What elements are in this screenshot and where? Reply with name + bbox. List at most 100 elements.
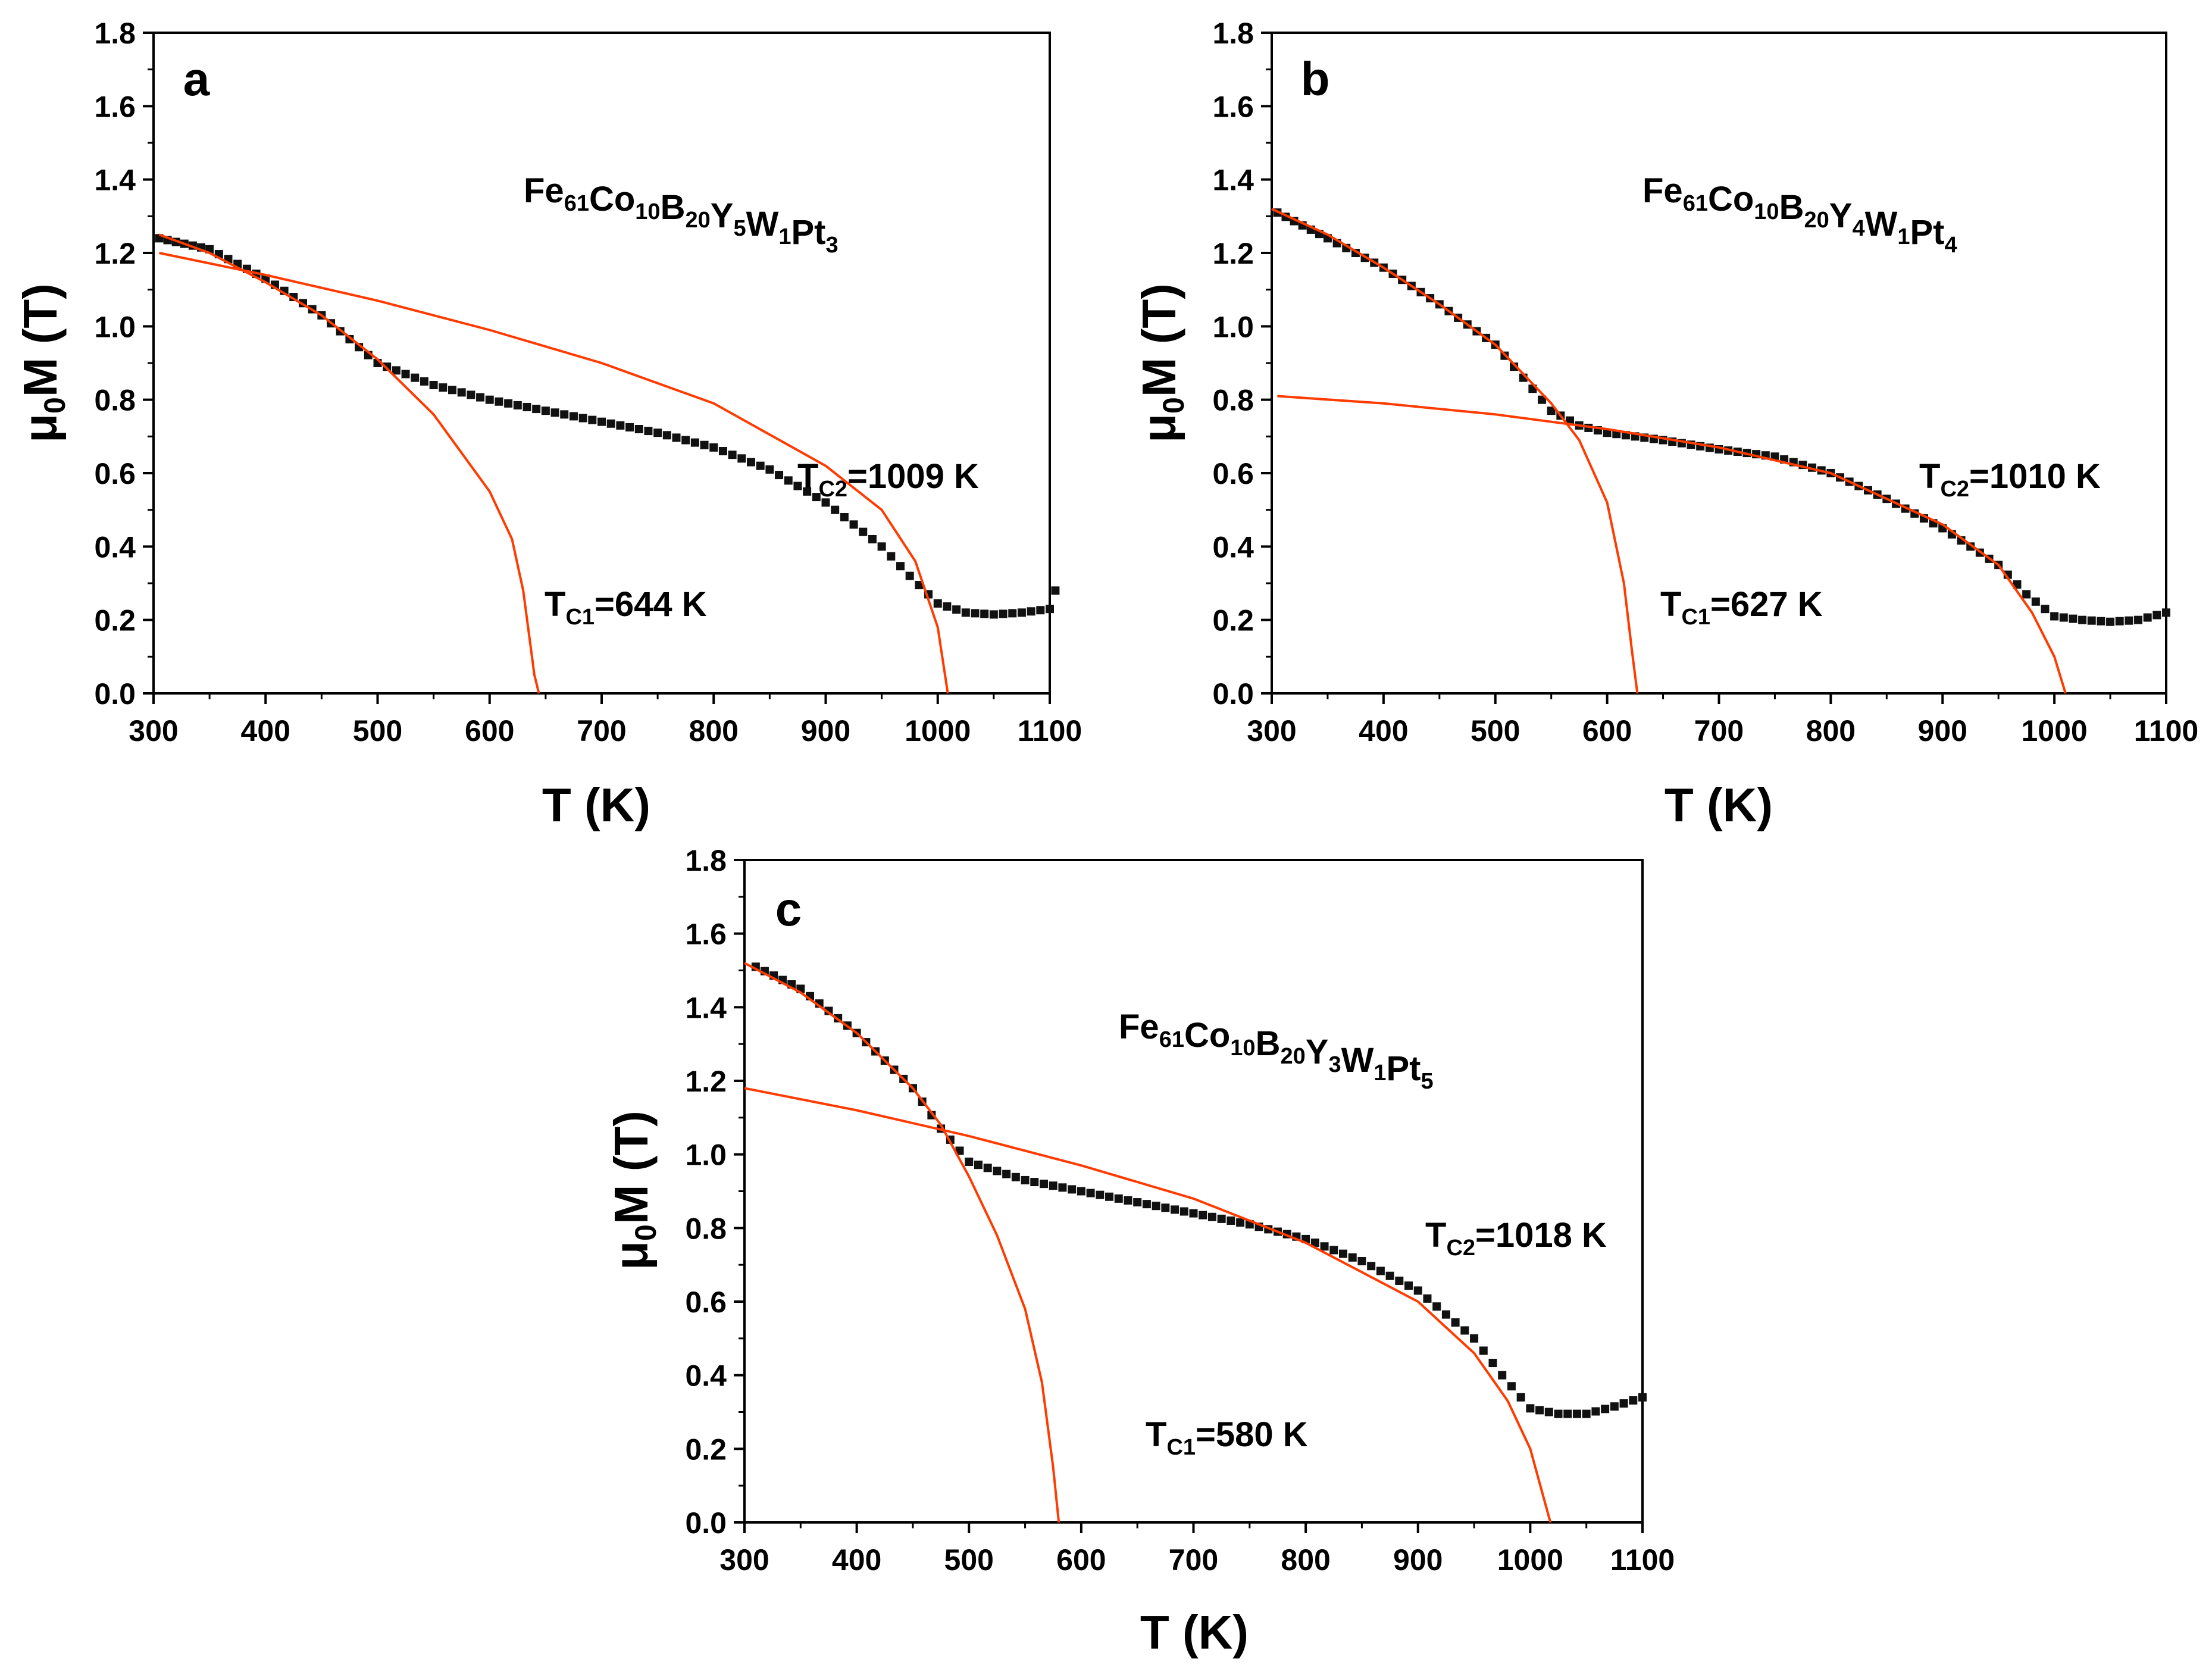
data-point xyxy=(840,513,849,521)
data-point xyxy=(905,571,914,580)
data-point xyxy=(709,443,718,452)
data-point xyxy=(1544,1408,1553,1416)
data-point xyxy=(1017,608,1026,617)
fit-tc1-curve xyxy=(1271,208,1639,694)
data-point xyxy=(383,362,392,371)
data-point xyxy=(392,366,401,375)
data-point xyxy=(476,393,485,402)
data-point xyxy=(420,377,428,386)
data-point xyxy=(1199,1211,1207,1219)
y-axis-label: μ0M (T) xyxy=(14,283,71,443)
composition-label: Fe61Co10B20Y4W1Pt4 xyxy=(1642,171,1957,258)
data-point xyxy=(2059,613,2068,622)
data-point xyxy=(1601,1405,1610,1414)
x-tick-label: 300 xyxy=(1247,714,1296,748)
data-point xyxy=(952,605,961,614)
data-point xyxy=(2115,617,2124,626)
data-point xyxy=(690,438,699,447)
y-tick-label: 1.4 xyxy=(685,991,727,1024)
data-point xyxy=(1535,1406,1544,1415)
data-point xyxy=(644,427,653,436)
data-point xyxy=(1086,1189,1095,1197)
data-point xyxy=(999,609,1008,618)
y-tick-label: 0.6 xyxy=(685,1286,727,1319)
data-point xyxy=(887,552,896,561)
data-point xyxy=(1161,1203,1170,1212)
y-tick-label: 0.0 xyxy=(1212,677,1254,711)
x-tick-label: 400 xyxy=(241,714,290,748)
y-tick-label: 0.4 xyxy=(685,1359,727,1393)
data-point xyxy=(569,412,578,421)
data-point xyxy=(961,608,970,617)
data-point xyxy=(1404,1281,1413,1290)
y-tick-label: 0.4 xyxy=(1212,530,1254,564)
data-point xyxy=(606,419,615,428)
fit-tc1-curve xyxy=(744,962,1060,1523)
data-point xyxy=(457,388,466,397)
data-point xyxy=(439,383,448,392)
data-point xyxy=(1096,1190,1105,1199)
data-point xyxy=(1310,1239,1319,1247)
data-point xyxy=(2087,616,2096,625)
data-point xyxy=(2134,615,2143,624)
data-point xyxy=(965,1158,974,1167)
data-point xyxy=(1105,1192,1114,1201)
x-tick-label: 700 xyxy=(1169,1543,1218,1577)
plot-frame xyxy=(743,859,1644,1524)
data-point xyxy=(700,440,709,449)
data-point xyxy=(2152,611,2161,620)
fit-tc2-curve xyxy=(1277,395,2067,694)
data-point xyxy=(1189,1209,1198,1218)
data-point xyxy=(1021,1175,1030,1184)
data-point xyxy=(1002,1169,1011,1178)
data-point xyxy=(1423,1294,1432,1303)
fit-tc2-curve xyxy=(744,1087,1552,1523)
data-point xyxy=(1339,1249,1347,1258)
data-point xyxy=(980,609,989,618)
data-point xyxy=(662,431,671,440)
data-point xyxy=(1046,605,1054,614)
panel-letter: c xyxy=(775,883,802,936)
data-point xyxy=(2069,614,2078,623)
data-point xyxy=(1538,395,1547,404)
y-tick-label: 1.6 xyxy=(1212,90,1254,123)
x-axis-label: T (K) xyxy=(1665,778,1773,831)
composition-label: Fe61Co10B20Y5W1Pt3 xyxy=(524,171,839,258)
data-point xyxy=(974,1161,983,1169)
panel-b-chart: 300 400 500 600 700 800 900 1000 1100 0.0 0.2 0.4 0.… xyxy=(1132,17,2198,831)
data-point xyxy=(1011,1172,1020,1181)
data-point xyxy=(1030,1178,1039,1187)
data-point xyxy=(812,493,821,502)
data-point xyxy=(1152,1202,1160,1211)
x-tick-label: 700 xyxy=(577,714,626,748)
tc2-annotation: TC2=1009 K xyxy=(797,457,979,502)
data-point xyxy=(1470,1334,1479,1343)
data-point xyxy=(877,542,886,551)
tc1-annotation: TC1=627 K xyxy=(1660,585,1823,630)
data-point xyxy=(1638,1393,1647,1402)
x-axis-label: T (K) xyxy=(542,778,650,831)
data-point xyxy=(955,1146,964,1155)
data-point xyxy=(2078,615,2087,624)
y-tick-label: 0.8 xyxy=(94,384,136,417)
data-point xyxy=(1385,1271,1394,1280)
data-point xyxy=(1179,1207,1188,1216)
data-point xyxy=(1367,1262,1376,1271)
data-point xyxy=(681,436,690,445)
data-point xyxy=(467,390,475,399)
data-point xyxy=(868,535,877,543)
y-tick-label: 1.6 xyxy=(685,918,727,951)
data-point xyxy=(541,406,550,415)
x-tick-label: 300 xyxy=(129,714,178,748)
data-point xyxy=(718,447,727,455)
x-tick-label: 300 xyxy=(719,1543,769,1577)
data-point xyxy=(1133,1198,1142,1207)
panel-c-chart: 300 400 500 600 700 800 900 1000 1100 0.0 0.2 0.4 0.… xyxy=(605,844,1675,1659)
x-tick-label: 400 xyxy=(832,1543,881,1577)
data-point xyxy=(1348,1253,1357,1262)
y-tick-label: 0.6 xyxy=(1212,457,1254,490)
x-tick-label: 700 xyxy=(1694,714,1744,748)
y-tick-label: 0.2 xyxy=(685,1433,727,1466)
x-tick-label: 500 xyxy=(1471,714,1520,748)
data-point xyxy=(1142,1200,1151,1209)
